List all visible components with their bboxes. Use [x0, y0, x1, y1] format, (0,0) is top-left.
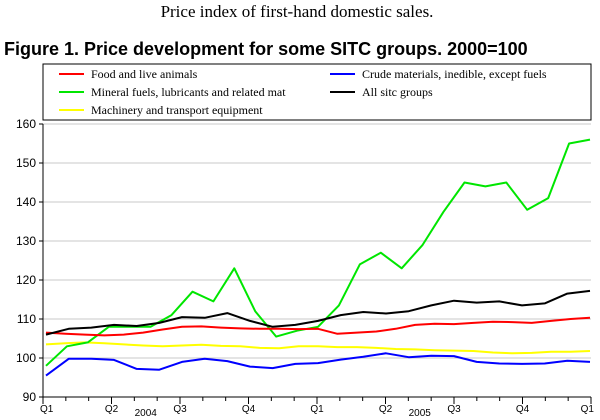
legend-label-crude-materials-inedible-except-fuels: Crude materials, inedible, except fuels: [362, 67, 547, 81]
plot-area: [43, 124, 591, 397]
x-tick-label-q1: Q1: [40, 404, 54, 415]
y-tick-label-90: 90: [23, 390, 37, 404]
page-subtitle: Price index of first-hand domestic sales…: [160, 2, 434, 21]
y-tick-label-110: 110: [17, 312, 36, 326]
x-tick-label-q1: Q1: [310, 404, 324, 415]
legend-label-mineral-fuels-lubricants-and-related-mat: Mineral fuels, lubricants and related ma…: [91, 85, 286, 99]
series-line-food-and-live-animals: [45, 316, 591, 337]
legend-label-all-sitc-groups: All sitc groups: [362, 85, 433, 99]
series-line-crude-materials-inedible-except-fuels: [45, 352, 591, 377]
y-tick-label-150: 150: [16, 156, 36, 170]
y-tick-label-160: 160: [16, 117, 36, 131]
y-tick-label-140: 140: [16, 195, 36, 209]
x-tick-label-q3: Q3: [447, 404, 461, 415]
year-label-2004: 2004: [135, 408, 158, 419]
x-tick-label-q3: Q3: [173, 404, 187, 415]
x-tick-label-q4: Q4: [242, 404, 256, 415]
figure-title: Figure 1. Price development for some SIT…: [4, 39, 528, 59]
series-line-all-sitc-groups: [45, 289, 591, 336]
y-tick-label-120: 120: [16, 273, 36, 287]
x-tick-label-q4: Q4: [516, 404, 530, 415]
x-tick-label-q2: Q2: [379, 404, 393, 415]
year-label-2005: 2005: [409, 408, 432, 419]
legend-box: [42, 63, 592, 121]
y-tick-label-130: 130: [16, 234, 36, 248]
x-tick-label-q1: Q1: [581, 404, 595, 415]
series-line-machinery-and-transport-equipment: [45, 341, 591, 355]
x-tick-label-q2: Q2: [105, 404, 119, 415]
legend-label-food-and-live-animals: Food and live animals: [91, 67, 198, 81]
legend-label-machinery-and-transport-equipment: Machinery and transport equipment: [91, 103, 263, 117]
y-tick-label-100: 100: [16, 351, 36, 365]
